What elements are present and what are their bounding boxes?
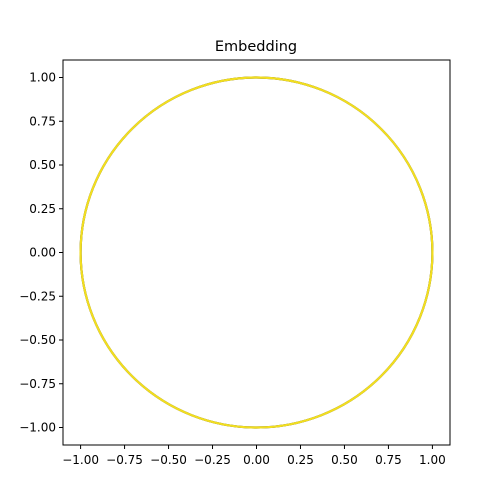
y-tick-label: −0.75 (19, 377, 56, 391)
chart-title: Embedding (215, 39, 297, 55)
y-axis: −1.00 −0.75 −0.50 −0.25 0.00 0.25 0.50 0.75 1.00 (19, 71, 63, 435)
plot-area (79, 76, 434, 429)
axes-frame (62, 59, 451, 446)
x-tick-label: 0.75 (375, 453, 402, 467)
series-circle-0 (79, 76, 434, 429)
y-tick-label: 0.75 (29, 114, 56, 128)
x-tick-label: 0.50 (331, 453, 358, 467)
x-tick-label: 0.00 (243, 453, 270, 467)
y-tick-label: 1.00 (29, 71, 56, 85)
y-tick-label: −0.25 (19, 289, 56, 303)
y-tick-label: 0.25 (29, 202, 56, 216)
y-tick-label: 0.00 (29, 246, 56, 260)
x-tick-label: 0.25 (287, 453, 314, 467)
y-tick-label: −0.50 (19, 333, 56, 347)
x-tick-label: −0.50 (150, 453, 187, 467)
x-tick-label: −0.75 (106, 453, 143, 467)
y-tick-label: −1.00 (19, 421, 56, 435)
x-tick-label: −1.00 (62, 453, 99, 467)
x-tick-label: −0.25 (194, 453, 231, 467)
y-tick-label: 0.50 (29, 158, 56, 172)
x-axis: −1.00 −0.75 −0.50 −0.25 0.00 0.25 0.50 0.75 1.00 (62, 445, 446, 467)
x-tick-label: 1.00 (419, 453, 446, 467)
